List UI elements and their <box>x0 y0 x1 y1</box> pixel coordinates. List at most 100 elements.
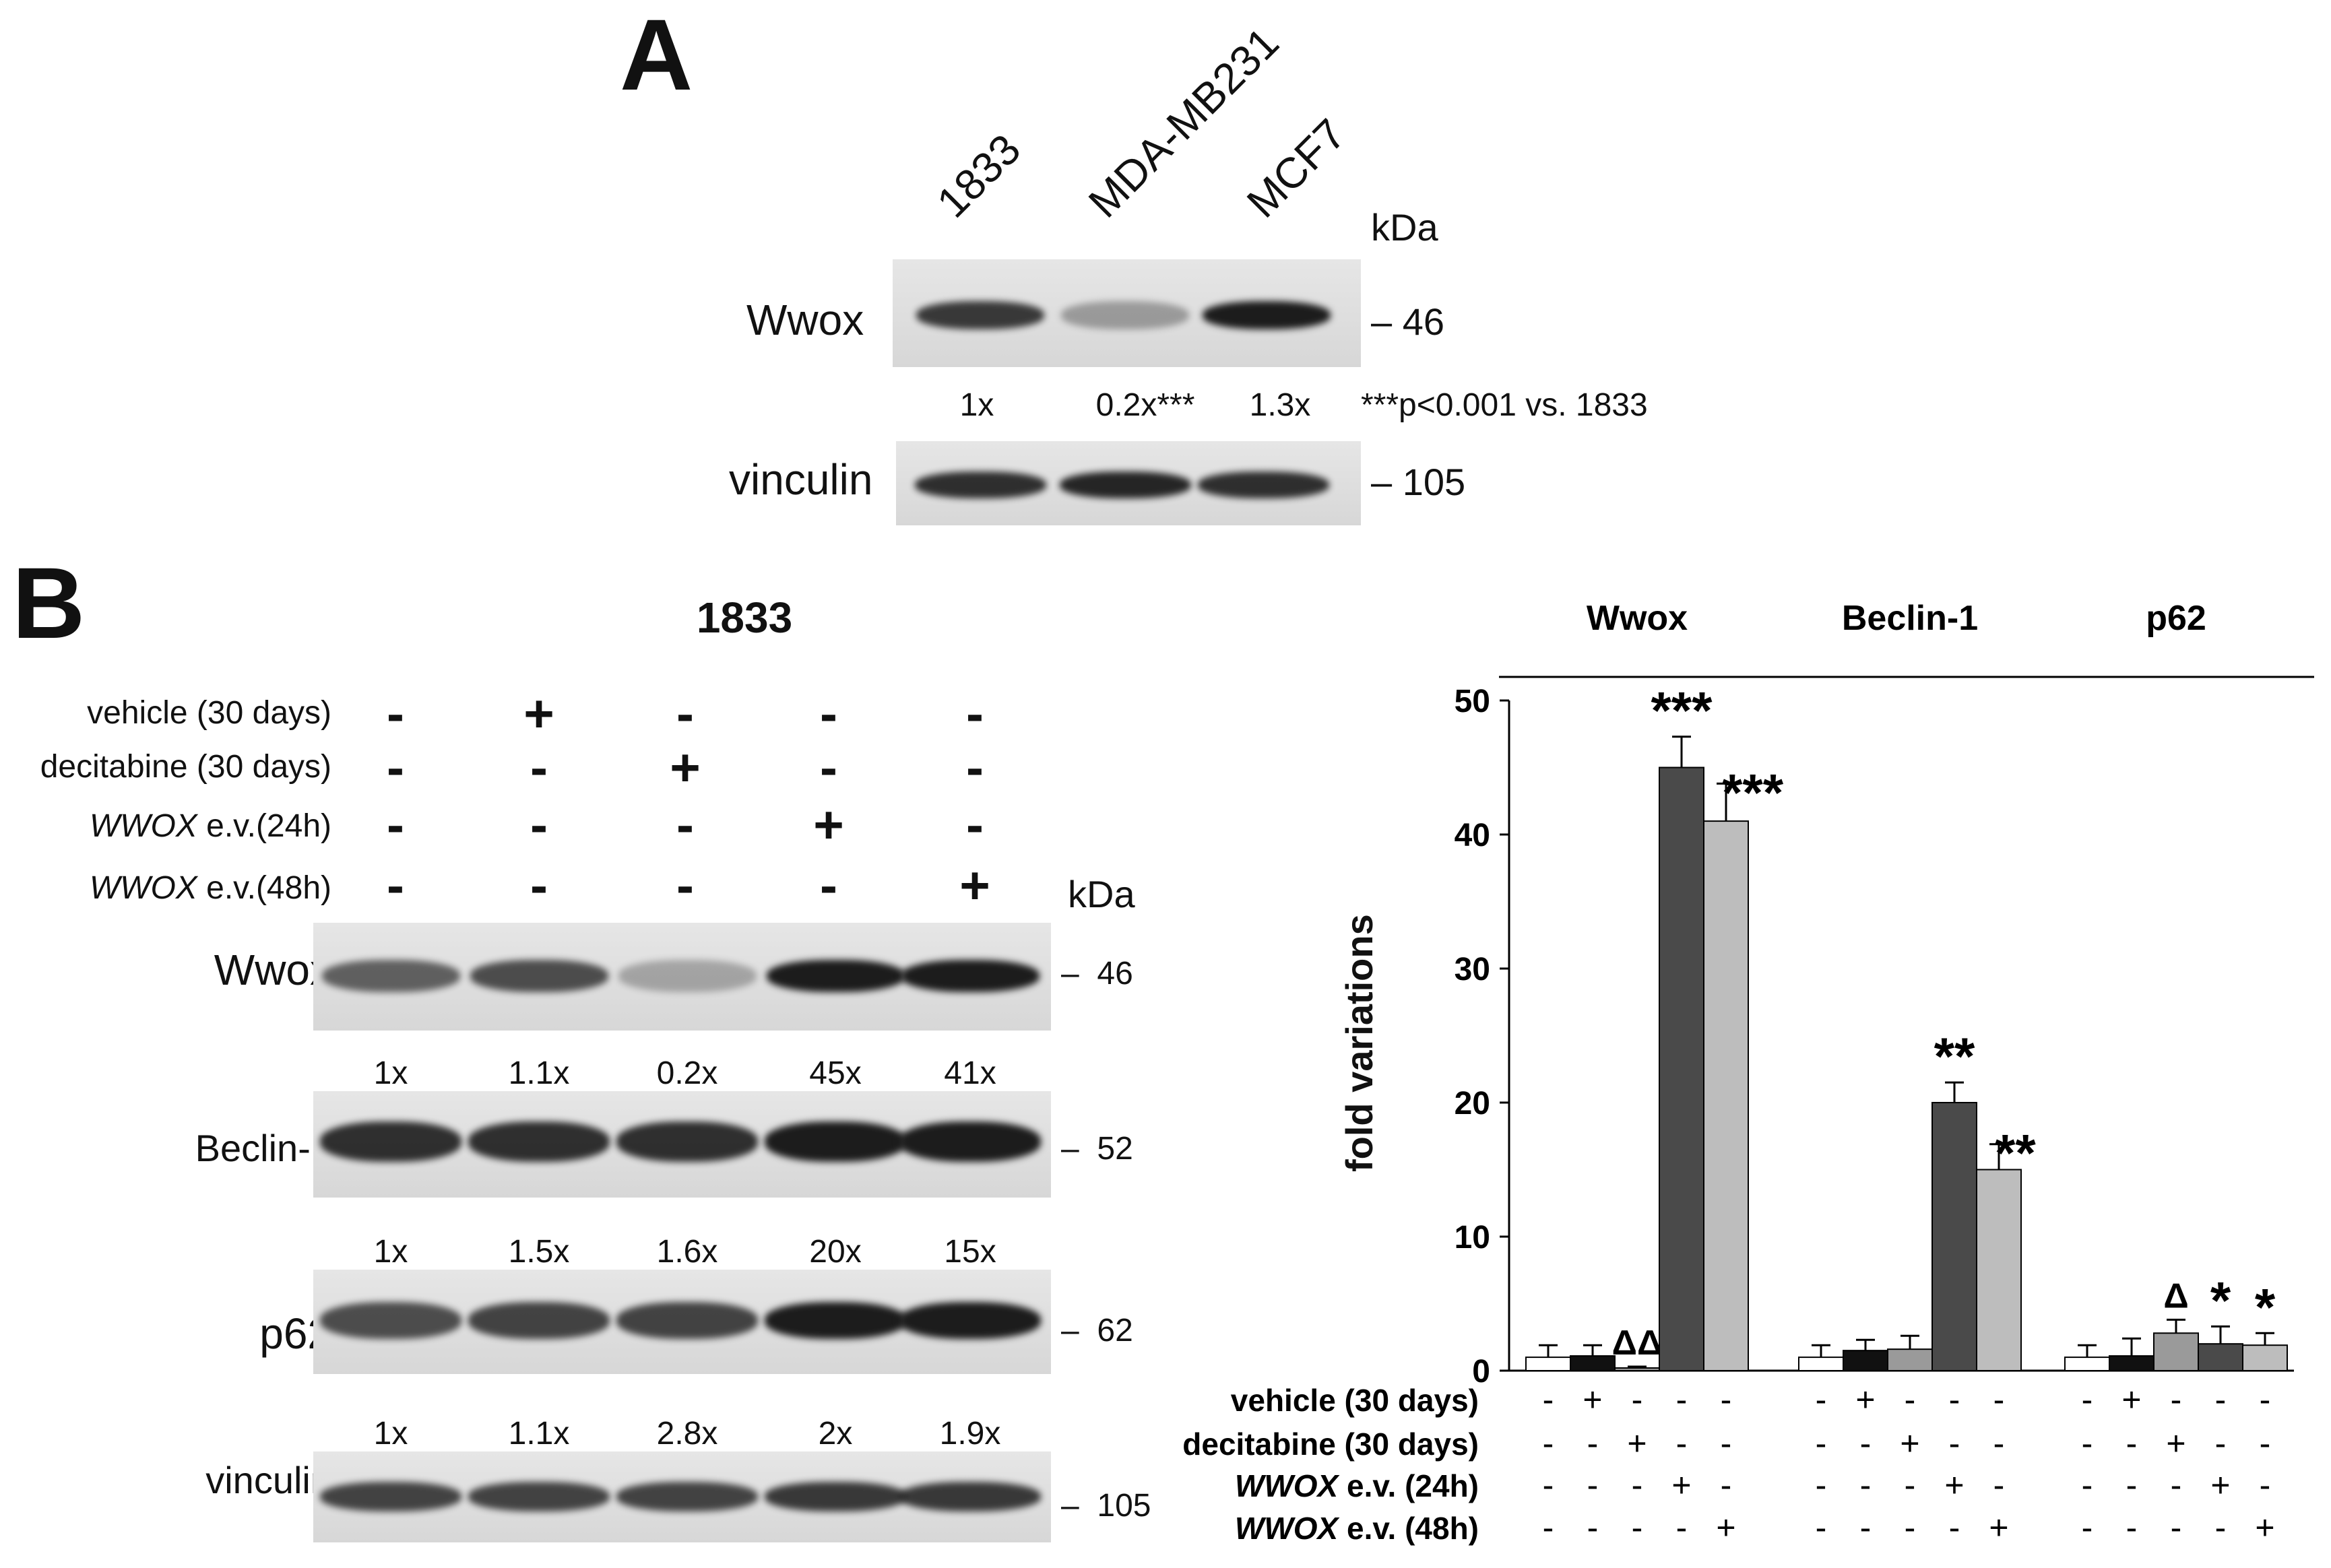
minus-sign: - <box>1860 1509 1872 1546</box>
bar <box>2064 1357 2110 1371</box>
minus-sign: - <box>1721 1381 1732 1418</box>
significance-marker: *** <box>1722 762 1784 822</box>
minus-sign: - <box>676 855 694 915</box>
fold-value: 45x <box>809 1055 862 1091</box>
fold-value: 15x <box>944 1234 996 1270</box>
minus-sign: - <box>1676 1509 1688 1546</box>
plus-sign: + <box>2121 1381 2141 1418</box>
bar <box>1843 1350 1888 1372</box>
minus-sign: - <box>2260 1381 2271 1418</box>
minus-sign: - <box>820 738 837 797</box>
plus-sign: + <box>523 684 554 743</box>
fold-value: 1x <box>373 1055 408 1091</box>
y-tick-label: 40 <box>1455 818 1490 853</box>
protein-band <box>1203 301 1331 329</box>
protein-band <box>901 960 1040 992</box>
kda-label-b: kDa <box>1068 873 1135 915</box>
minus-sign: - <box>2082 1466 2093 1504</box>
group-label: Wwox <box>1587 599 1688 638</box>
fold-value: 1.9x <box>939 1416 1001 1451</box>
minus-sign: - <box>1816 1425 1827 1462</box>
minus-sign: - <box>387 855 404 915</box>
panel-a-letter: A <box>620 0 693 111</box>
treatment-row-label: vehicle (30 days) <box>1231 1383 1479 1418</box>
kda-label-a: kDa <box>1371 206 1438 249</box>
minus-sign: - <box>966 795 984 854</box>
bar <box>2242 1344 2288 1371</box>
significance-marker: ** <box>1934 1026 1975 1086</box>
minus-sign: - <box>1676 1381 1688 1418</box>
kda-marker-46-a: – 46 <box>1371 300 1444 343</box>
plus-sign: + <box>1944 1466 1964 1504</box>
minus-sign: - <box>1721 1466 1732 1504</box>
protein-label-wwox-a: Wwox <box>746 296 864 344</box>
protein-band <box>616 1302 758 1339</box>
plus-sign: + <box>1716 1509 1735 1546</box>
fold-value: 1.1x <box>508 1055 570 1091</box>
plus-sign: + <box>1583 1381 1602 1418</box>
fold-value: 1x <box>373 1234 408 1270</box>
minus-sign: - <box>1587 1509 1599 1546</box>
fold-value: 2x <box>818 1416 853 1451</box>
protein-label-vinculin-a: vinculin <box>729 455 873 504</box>
treatment-row-label: WWOX e.v. (48h) <box>1235 1511 1479 1546</box>
minus-sign: - <box>1949 1425 1960 1462</box>
cell-line-title: 1833 <box>696 593 793 642</box>
group-label: p62 <box>2146 599 2206 638</box>
minus-sign: - <box>1543 1466 1554 1504</box>
protein-band <box>616 1121 758 1162</box>
protein-band <box>899 1302 1041 1339</box>
significance-marker: ** <box>1995 1123 2036 1183</box>
kda-value: 105 <box>1402 461 1466 503</box>
protein-band <box>618 960 757 992</box>
fold-value: 20x <box>809 1234 862 1270</box>
minus-sign: - <box>2126 1425 2138 1462</box>
minus-sign: - <box>1632 1466 1643 1504</box>
treatment-suffix: (30 days) <box>187 749 331 785</box>
kda-value: 62 <box>1097 1313 1133 1348</box>
minus-sign: - <box>2215 1509 2227 1546</box>
minus-sign: - <box>2215 1425 2227 1462</box>
kda-marker-62-b: – 62 <box>1061 1313 1133 1348</box>
treatment-suffix: e.v. (24h) <box>1338 1468 1479 1503</box>
bar <box>2153 1332 2199 1372</box>
minus-sign: - <box>1860 1466 1872 1504</box>
western-blot-wwox-b <box>313 923 1051 1031</box>
kda-marker-46-b: – 46 <box>1061 956 1133 991</box>
treatment-name: vehicle <box>87 695 188 731</box>
minus-sign: - <box>530 855 548 915</box>
minus-sign: - <box>2260 1466 2271 1504</box>
protein-label-vinculin-b: vinculin <box>205 1459 331 1501</box>
treatment-row-label: decitabine (30 days) <box>1182 1427 1479 1462</box>
minus-sign: - <box>2171 1466 2182 1504</box>
minus-sign: - <box>530 738 548 797</box>
fold-value: 1.3x <box>1249 387 1311 423</box>
fold-value: 1.1x <box>508 1416 570 1451</box>
minus-sign: - <box>1587 1466 1599 1504</box>
kda-marker-105-b: – 105 <box>1061 1488 1151 1524</box>
protein-band <box>899 1121 1041 1162</box>
minus-sign: - <box>1993 1381 2005 1418</box>
minus-sign: - <box>1816 1466 1827 1504</box>
fold-value: 1.6x <box>656 1234 718 1270</box>
protein-band <box>1059 471 1191 498</box>
y-tick-label: 20 <box>1455 1086 1490 1121</box>
treatment-name: WWOX <box>89 870 197 906</box>
western-blot-vinculin-a <box>896 441 1361 525</box>
bar <box>1887 1348 1933 1372</box>
minus-sign: - <box>820 684 837 743</box>
minus-sign: - <box>1905 1466 1916 1504</box>
significance-marker: * <box>2210 1270 2231 1330</box>
minus-sign: - <box>2082 1381 2093 1418</box>
plus-sign: + <box>1989 1509 2008 1546</box>
bar <box>1659 766 1704 1371</box>
significance-marker: ΔΔ <box>1612 1324 1663 1363</box>
protein-band <box>916 301 1044 329</box>
kda-marker-52-b: – 52 <box>1061 1131 1133 1167</box>
protein-label-beclin1-b: Beclin-1 <box>195 1127 331 1169</box>
fold-value: 1x <box>373 1416 408 1451</box>
minus-sign: - <box>1905 1509 1916 1546</box>
minus-sign: - <box>1949 1381 1960 1418</box>
y-tick-label: 0 <box>1472 1354 1490 1390</box>
